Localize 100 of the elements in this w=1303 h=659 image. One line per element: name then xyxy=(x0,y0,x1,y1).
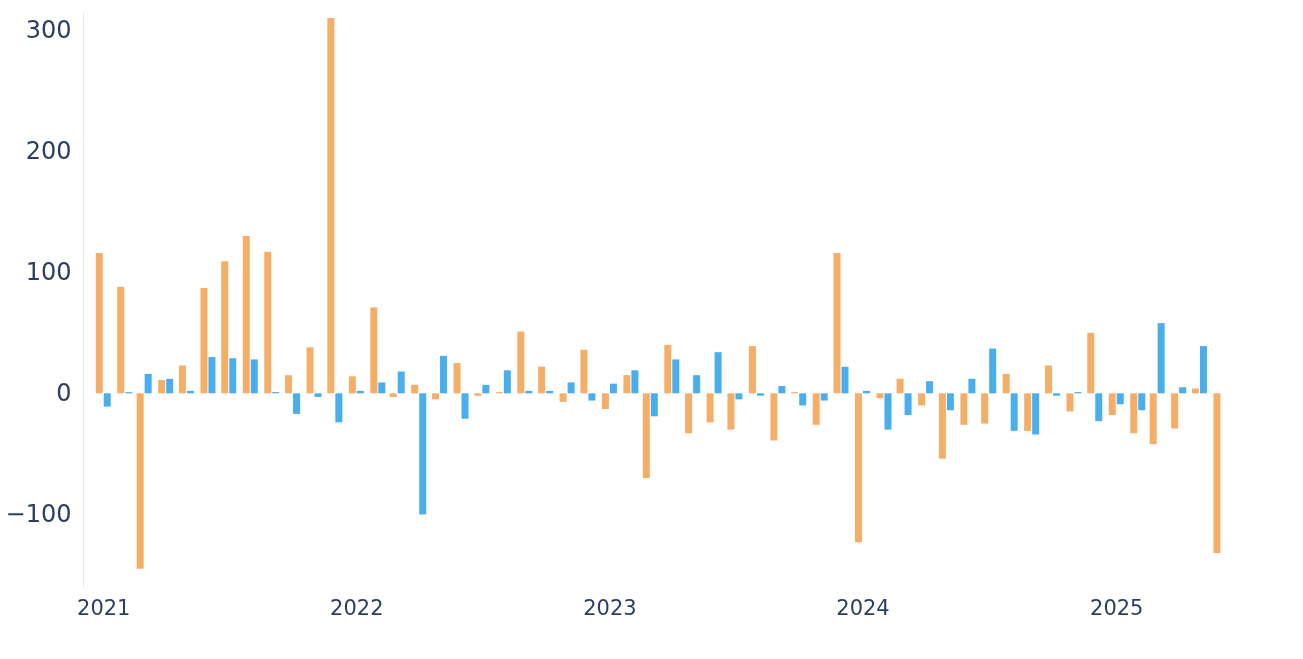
bar xyxy=(968,378,976,394)
bar xyxy=(559,393,567,402)
bar xyxy=(1052,393,1060,396)
bar xyxy=(693,375,701,394)
bar xyxy=(1002,373,1010,394)
bar xyxy=(1024,393,1032,431)
bar xyxy=(397,371,405,394)
bar xyxy=(95,252,103,394)
bar xyxy=(735,393,743,400)
bar xyxy=(833,252,841,394)
bar xyxy=(229,358,237,394)
bar xyxy=(588,393,596,401)
bar xyxy=(812,393,820,425)
bar xyxy=(117,286,125,394)
bar xyxy=(411,384,419,394)
bar xyxy=(103,393,111,407)
bar xyxy=(1116,393,1124,405)
bar xyxy=(960,393,968,425)
bar xyxy=(727,393,735,430)
bar xyxy=(1179,387,1187,394)
bar xyxy=(841,366,849,394)
bar xyxy=(503,370,511,394)
bar xyxy=(580,349,588,394)
y-tick-label: 300 xyxy=(25,15,72,44)
bar xyxy=(538,366,546,394)
bar xyxy=(884,393,892,430)
bar xyxy=(1066,393,1074,412)
bar xyxy=(370,307,378,394)
bar xyxy=(1157,323,1165,394)
bar xyxy=(1044,365,1052,394)
bar xyxy=(896,378,904,394)
bar xyxy=(327,18,335,394)
bar xyxy=(482,384,490,394)
bar xyxy=(1199,346,1207,394)
bar xyxy=(250,359,258,394)
bar xyxy=(1108,393,1116,416)
bar xyxy=(474,393,482,396)
bar xyxy=(453,363,461,394)
bar xyxy=(609,383,617,394)
bar xyxy=(166,378,174,394)
bar xyxy=(799,393,807,406)
bar xyxy=(1149,393,1157,445)
x-tick-label: 2021 xyxy=(77,595,131,620)
bar xyxy=(432,393,440,400)
y-tick-label: 100 xyxy=(25,257,72,286)
bar xyxy=(1138,393,1146,411)
bar xyxy=(517,331,525,394)
bar xyxy=(756,393,764,396)
bar xyxy=(567,382,575,394)
x-tick-label: 2025 xyxy=(1090,595,1144,620)
y-tick-label: 0 xyxy=(56,378,72,407)
bar xyxy=(285,375,293,394)
bar xyxy=(221,261,229,394)
bar xyxy=(748,346,756,394)
bar xyxy=(946,393,954,411)
bar xyxy=(348,376,356,394)
bar xyxy=(419,393,427,515)
bar xyxy=(200,288,208,394)
bar xyxy=(981,393,989,424)
bar xyxy=(989,348,997,394)
bar xyxy=(623,375,631,394)
bar xyxy=(306,347,314,394)
bar xyxy=(178,365,186,394)
bar xyxy=(876,393,884,399)
bar xyxy=(672,359,680,394)
bar xyxy=(158,380,166,394)
bar xyxy=(242,235,250,394)
bar xyxy=(854,393,862,543)
bar xyxy=(1171,393,1179,429)
bar xyxy=(378,382,386,394)
y-tick-label: −100 xyxy=(5,499,72,528)
bar xyxy=(144,373,152,394)
bar xyxy=(1130,393,1138,434)
bar xyxy=(264,251,272,394)
x-tick-label: 2024 xyxy=(836,595,890,620)
bar xyxy=(208,357,216,394)
bar xyxy=(714,352,722,394)
bar xyxy=(314,393,322,397)
x-tick-label: 2023 xyxy=(583,595,637,620)
bar xyxy=(926,381,934,394)
bar xyxy=(461,393,469,419)
bar xyxy=(706,393,714,423)
bar xyxy=(440,355,448,394)
bar xyxy=(1213,393,1221,554)
bar xyxy=(293,393,301,414)
bar xyxy=(631,370,639,394)
bar xyxy=(1032,393,1040,435)
bar xyxy=(685,393,693,434)
y-tick-label: 200 xyxy=(25,136,72,165)
bar xyxy=(136,393,144,569)
bar xyxy=(778,386,786,394)
bar xyxy=(770,393,778,441)
bar xyxy=(1087,332,1095,394)
bar xyxy=(1191,388,1199,394)
bar xyxy=(938,393,946,459)
bar xyxy=(389,393,397,397)
bar xyxy=(335,393,343,423)
bar xyxy=(601,393,609,410)
x-tick-label: 2022 xyxy=(330,595,384,620)
bar xyxy=(642,393,650,479)
